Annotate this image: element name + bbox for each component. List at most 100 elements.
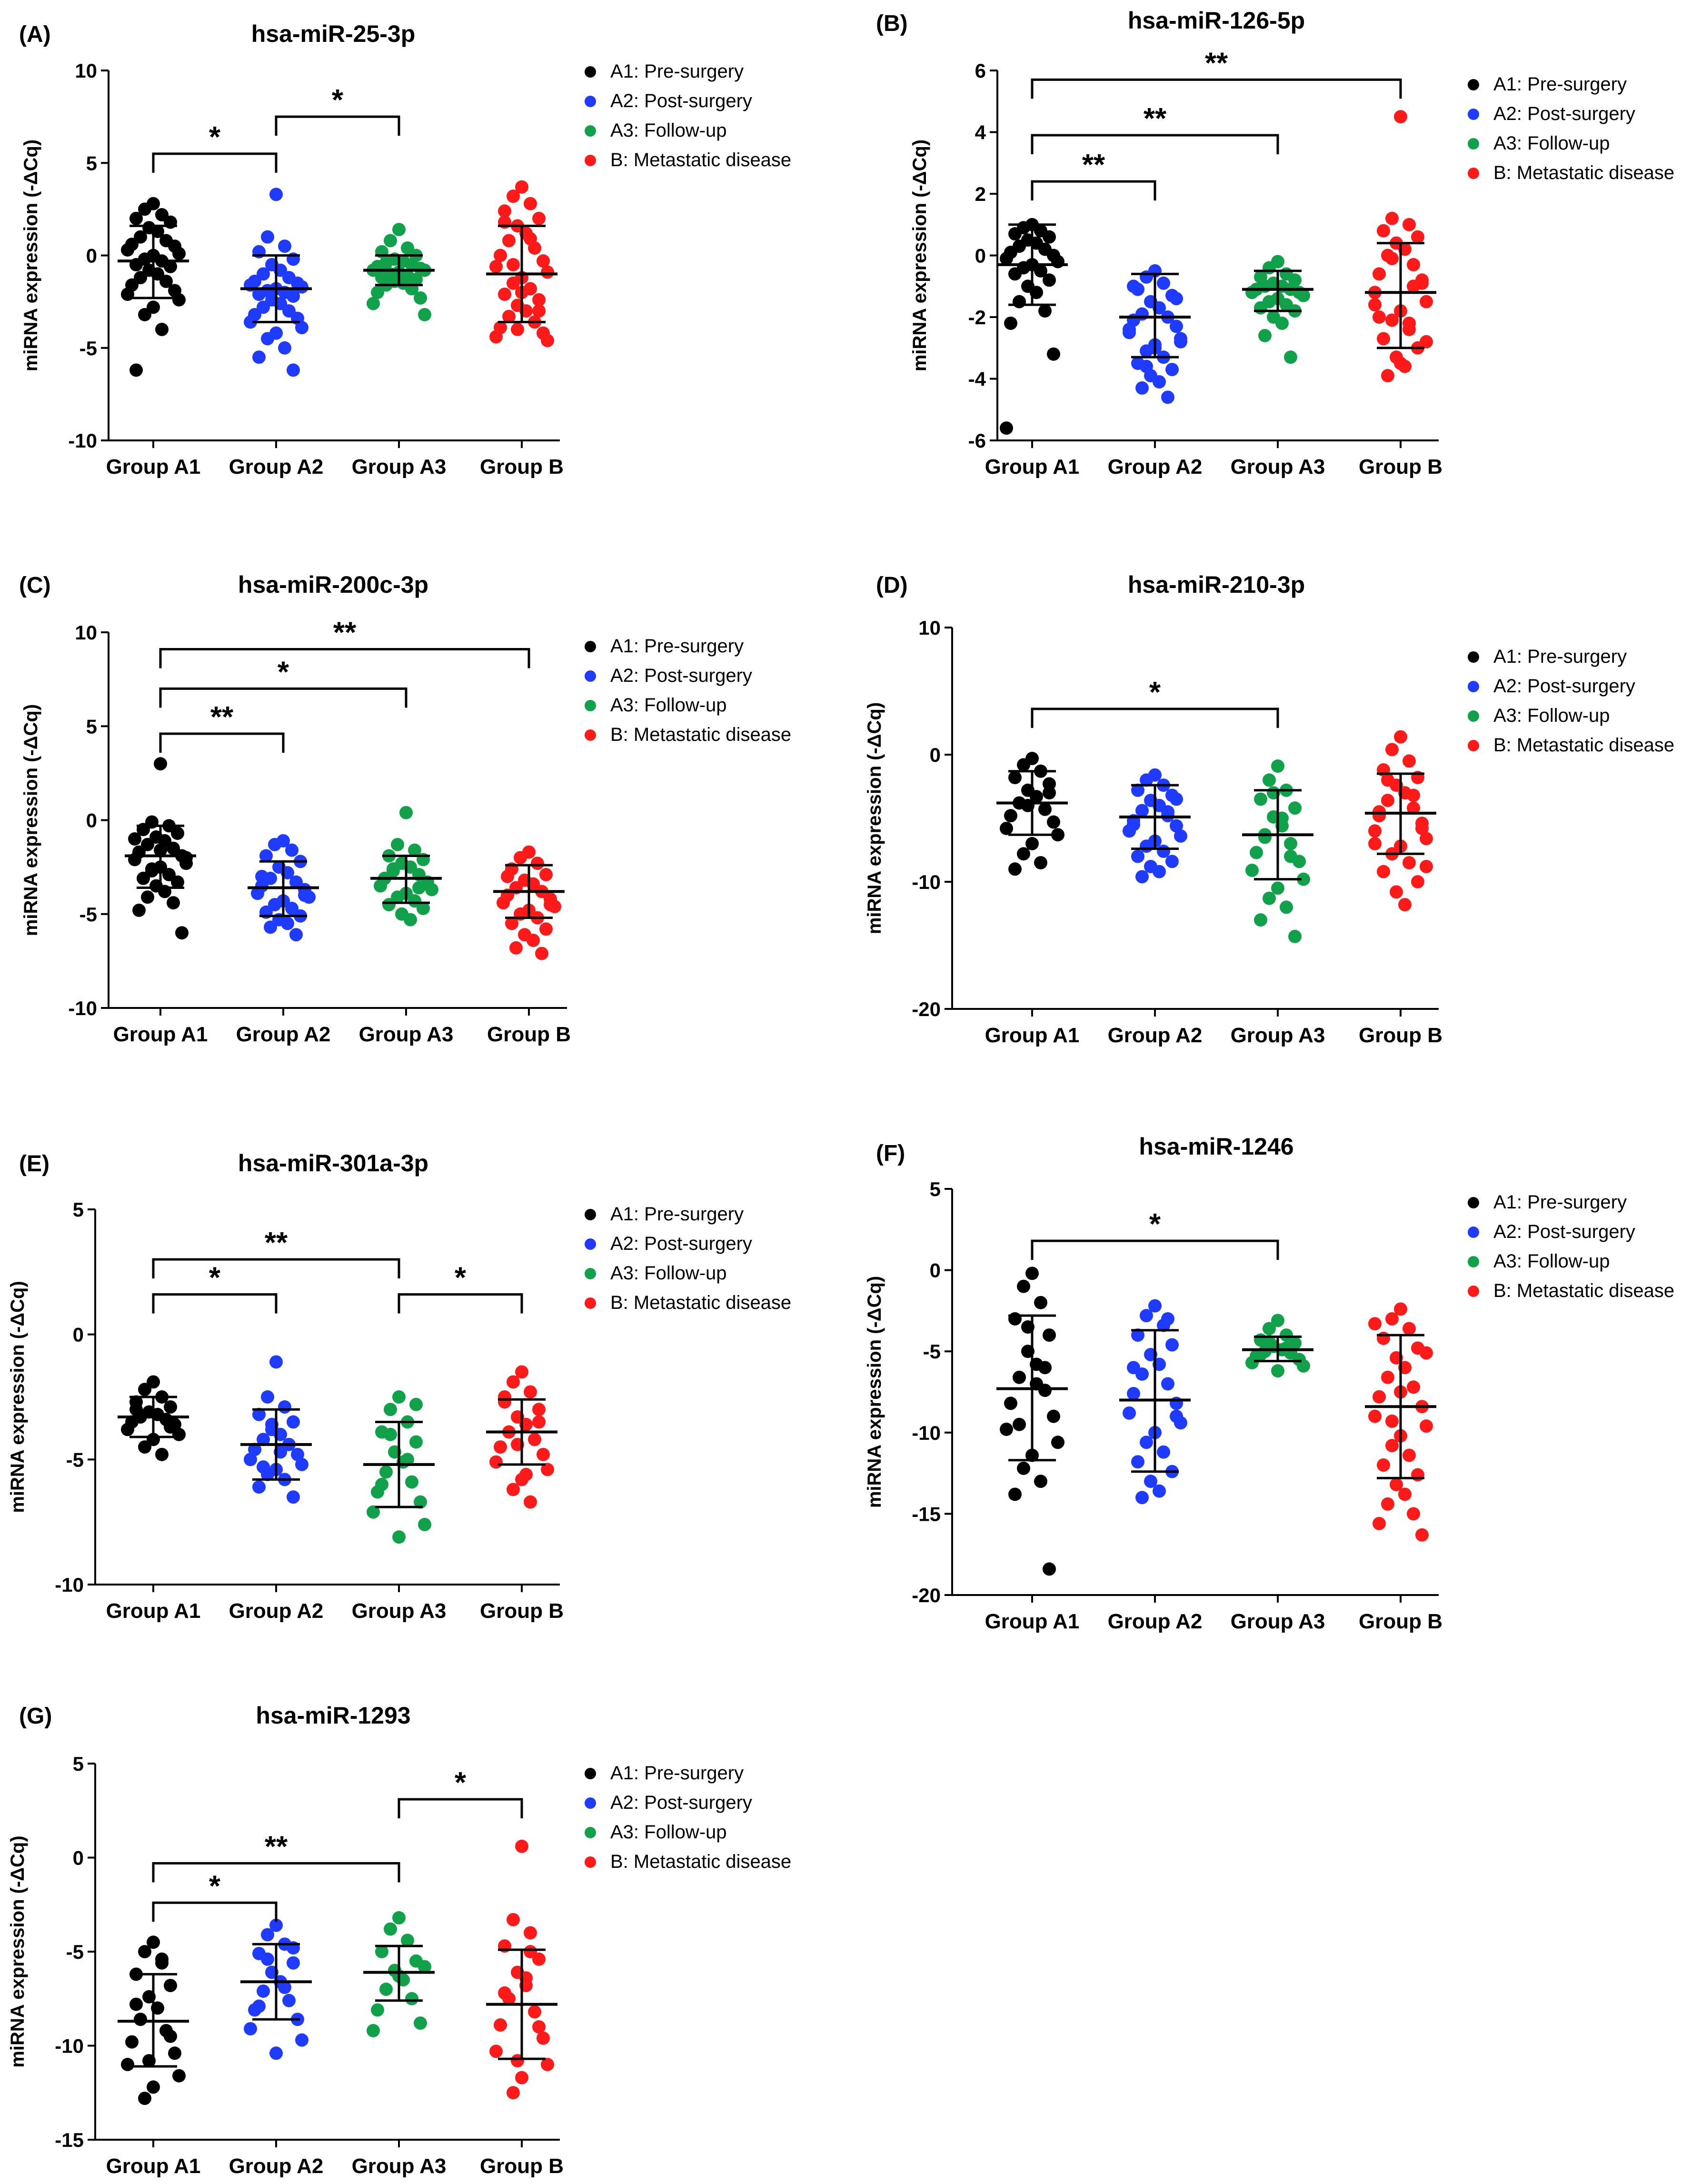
data-point	[128, 832, 141, 846]
x-tick-label: Group A1	[985, 455, 1080, 479]
data-point	[401, 1453, 414, 1466]
y-tick-label: 5	[86, 152, 97, 174]
data-point	[367, 2024, 380, 2037]
data-point	[138, 1383, 151, 1396]
panel-label: (C)	[19, 573, 51, 598]
significance-label: **	[1082, 149, 1105, 181]
data-point	[527, 933, 540, 947]
x-tick-label: Group A2	[236, 1023, 331, 1046]
data-point	[257, 1460, 270, 1474]
data-point	[1245, 863, 1259, 877]
data-point	[1271, 881, 1284, 895]
legend-marker	[1468, 651, 1479, 663]
y-axis-label: miRNA expression (-ΔCq)	[864, 702, 885, 934]
data-point	[507, 1375, 520, 1389]
data-point	[1420, 1419, 1433, 1433]
x-tick-label: Group B	[1359, 1610, 1442, 1633]
data-point	[405, 1992, 418, 2005]
data-point	[1415, 821, 1429, 835]
data-point	[541, 265, 554, 279]
data-point	[392, 1530, 406, 1544]
data-point	[392, 223, 406, 237]
data-point	[1123, 322, 1136, 336]
data-point	[257, 1433, 270, 1446]
data-point	[1043, 230, 1056, 244]
data-point	[494, 1440, 507, 1454]
data-point	[1271, 759, 1284, 773]
data-point	[1140, 773, 1153, 787]
data-point	[382, 898, 396, 912]
legend-label: A3: Follow-up	[1493, 1251, 1610, 1272]
data-point	[285, 901, 298, 915]
data-point	[541, 2058, 554, 2071]
y-tick-label: 4	[975, 121, 986, 144]
data-point	[1420, 295, 1433, 309]
y-tick-label: 0	[930, 1259, 941, 1282]
data-point	[1373, 1516, 1386, 1530]
data-point	[1250, 846, 1263, 859]
legend-label: B: Metastatic disease	[1493, 735, 1674, 756]
data-point	[1297, 1359, 1310, 1373]
data-point	[252, 350, 266, 364]
data-point	[539, 868, 553, 881]
chart-title: hsa-miR-25-3p	[251, 20, 416, 47]
data-point	[1165, 855, 1179, 868]
data-point	[269, 2046, 283, 2060]
legend-marker	[585, 96, 596, 107]
legend-label: B: Metastatic disease	[610, 1292, 791, 1313]
data-point	[1008, 227, 1022, 241]
data-point	[1415, 273, 1429, 287]
y-tick-label: 0	[930, 744, 941, 766]
data-point	[1368, 1317, 1382, 1331]
data-point	[1034, 856, 1047, 869]
data-point	[1004, 1396, 1017, 1410]
data-point	[1025, 837, 1039, 850]
data-point	[141, 890, 154, 904]
legend-marker	[585, 641, 596, 652]
data-point	[138, 1945, 151, 1958]
data-point	[282, 1994, 296, 2007]
significance-bracket	[1031, 708, 1279, 728]
x-tick-label: Group A2	[229, 1599, 324, 1623]
legend-marker	[1468, 740, 1479, 751]
panel-label: (F)	[876, 1141, 905, 1166]
data-point	[155, 322, 169, 336]
legend-label: A1: Pre-surgery	[610, 61, 744, 82]
legend-label: A2: Post-surgery	[610, 665, 752, 686]
data-point	[409, 1397, 423, 1411]
data-point	[384, 1427, 397, 1441]
data-point	[1373, 310, 1386, 324]
panel-label: (E)	[19, 1151, 50, 1177]
data-point	[414, 2016, 427, 2030]
legend-label: B: Metastatic disease	[610, 724, 791, 745]
data-point	[244, 315, 257, 329]
y-tick-label: -10	[55, 1574, 84, 1596]
y-tick-label: -10	[68, 997, 97, 1019]
data-point	[541, 334, 554, 348]
significance-bracket	[159, 687, 408, 708]
data-point	[295, 321, 308, 335]
data-point	[147, 2080, 160, 2094]
data-point	[138, 202, 151, 216]
y-tick-label: -15	[912, 1503, 941, 1525]
data-point	[295, 1457, 308, 1471]
data-point	[497, 896, 510, 910]
x-tick-label: Group A1	[113, 1023, 208, 1046]
data-point	[1148, 1299, 1162, 1313]
data-point	[1407, 1380, 1420, 1394]
data-point	[1013, 1370, 1026, 1384]
data-point	[1407, 801, 1420, 815]
data-point	[1034, 1296, 1047, 1309]
data-point	[1271, 1314, 1284, 1327]
significance-bracket	[1031, 180, 1156, 201]
x-tick-label: Group B	[1359, 1024, 1442, 1047]
data-point	[1385, 1439, 1399, 1453]
legend-marker	[585, 1297, 596, 1309]
data-point	[498, 1986, 511, 2000]
data-point	[1017, 1461, 1030, 1475]
x-tick-label: Group A3	[1231, 1024, 1325, 1047]
data-point	[532, 2020, 546, 2034]
data-point	[1377, 865, 1390, 878]
data-point	[155, 1447, 169, 1461]
significance-label: *	[455, 1766, 467, 1799]
